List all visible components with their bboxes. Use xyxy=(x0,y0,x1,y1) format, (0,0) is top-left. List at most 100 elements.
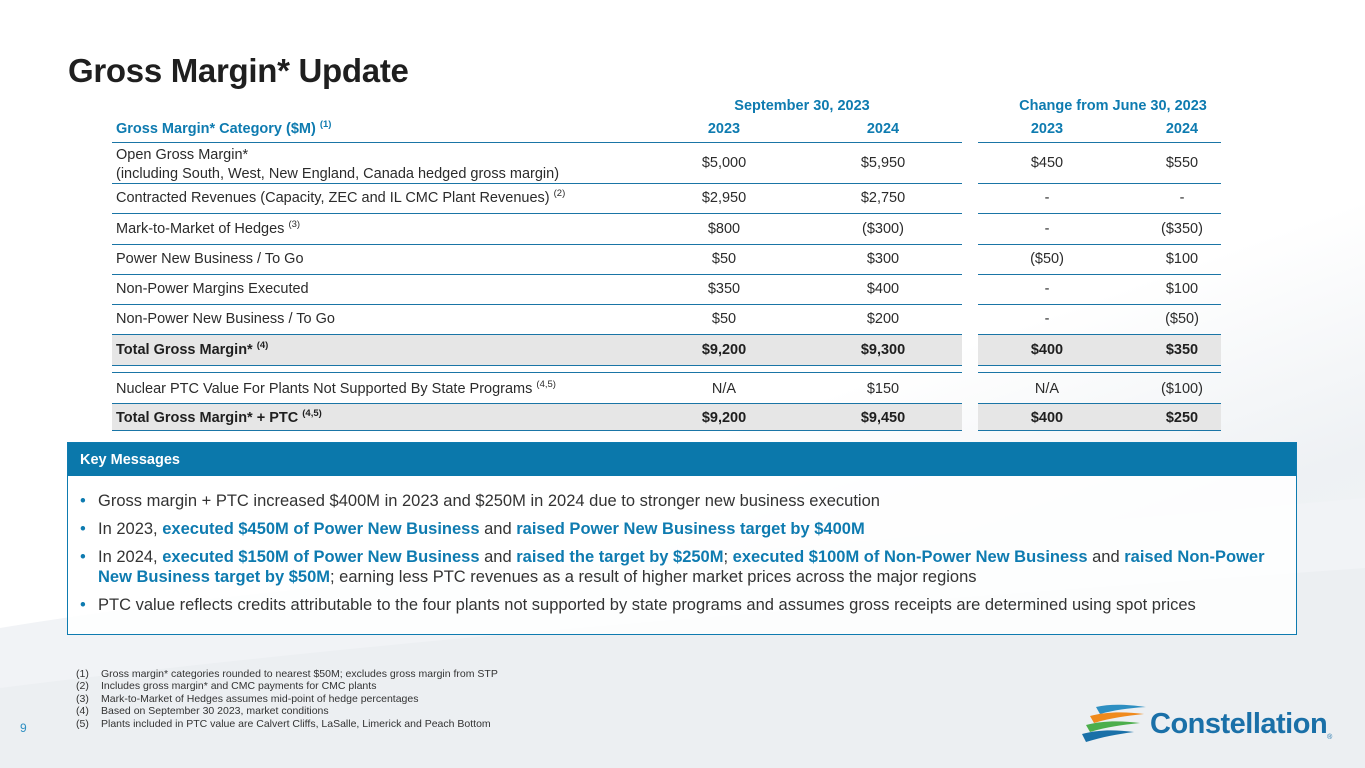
constellation-swoosh-icon xyxy=(1082,704,1146,742)
cell-value: $350 xyxy=(707,281,741,297)
row-rule xyxy=(978,372,1221,373)
group-header-change: Change from June 30, 2023 xyxy=(1019,98,1207,114)
row-label: Power New Business / To Go xyxy=(116,251,304,267)
row-label: Contracted Revenues (Capacity, ZEC and I… xyxy=(116,188,566,206)
bullet-icon: • xyxy=(80,596,86,614)
bullet-icon: • xyxy=(80,520,86,538)
row-rule xyxy=(978,244,1221,245)
cell-value: ($50) xyxy=(1165,311,1199,327)
row-rule xyxy=(978,430,1221,431)
cell-value: $250 xyxy=(1165,410,1199,426)
row-rule xyxy=(978,183,1221,184)
cell-value: $5,000 xyxy=(701,155,747,171)
cell-value: - xyxy=(1179,190,1185,206)
cell-value: $2,950 xyxy=(701,190,747,206)
category-header: Gross Margin* Category ($M) (1) xyxy=(116,119,332,137)
total-ptc-row-shade xyxy=(112,404,962,430)
cell-value: - xyxy=(1044,190,1050,206)
row-rule xyxy=(112,274,962,275)
row-rule xyxy=(112,304,962,305)
col-header-sep-2024: 2024 xyxy=(866,121,900,137)
cell-value: $800 xyxy=(707,221,741,237)
key-messages-header: Key Messages xyxy=(68,443,1296,476)
cell-value: $50 xyxy=(711,311,737,327)
row-rule xyxy=(978,304,1221,305)
total-ptc-row-shade xyxy=(978,404,1221,430)
cell-value: $350 xyxy=(1165,342,1199,358)
cell-value: - xyxy=(1044,221,1050,237)
col-header-sep-2023: 2023 xyxy=(707,121,741,137)
cell-value: N/A xyxy=(711,381,737,397)
footnote: (1) Gross margin* categories rounded to n… xyxy=(76,668,498,680)
row-rule xyxy=(978,365,1221,366)
cell-value: $200 xyxy=(866,311,900,327)
cell-value: ($300) xyxy=(862,221,904,237)
cell-value: N/A xyxy=(1034,381,1060,397)
logo-wordmark: Constellation® xyxy=(1150,708,1332,741)
footnote: (4) Based on September 30 2023, market co… xyxy=(76,705,329,718)
page-number: 9 xyxy=(20,721,27,735)
cell-value: $9,450 xyxy=(860,410,906,426)
row-rule xyxy=(112,430,962,431)
key-messages-box: Key Messages • Gross margin + PTC increa… xyxy=(67,442,1297,635)
row-rule xyxy=(112,372,962,373)
page-title: Gross Margin* Update xyxy=(68,52,409,89)
cell-value: $9,200 xyxy=(701,342,747,358)
cell-value: $100 xyxy=(1165,251,1199,267)
row-rule xyxy=(112,183,962,184)
cell-value: - xyxy=(1044,311,1050,327)
cell-value: $400 xyxy=(866,281,900,297)
row-label-sub: (including South, West, New England, Can… xyxy=(116,166,560,182)
row-label: Total Gross Margin* (4) xyxy=(116,340,269,358)
row-label: Open Gross Margin* xyxy=(116,147,249,163)
cell-value: $50 xyxy=(711,251,737,267)
row-label: Total Gross Margin* + PTC (4,5) xyxy=(116,408,322,426)
cell-value: $550 xyxy=(1165,155,1199,171)
total-row-shade xyxy=(112,335,962,365)
bullet-icon: • xyxy=(80,548,86,566)
cell-value: $400 xyxy=(1030,342,1064,358)
row-label: Mark-to-Market of Hedges (3) xyxy=(116,219,301,237)
gross-margin-table: September 30, 2023 Change from June 30, … xyxy=(112,98,1221,431)
cell-value: $450 xyxy=(1030,155,1064,171)
row-rule xyxy=(112,213,962,214)
header-rule-left xyxy=(112,142,962,143)
row-rule xyxy=(112,365,962,366)
row-label: Non-Power Margins Executed xyxy=(116,281,309,297)
cell-value: $100 xyxy=(1165,281,1199,297)
row-rule xyxy=(112,244,962,245)
footnote: (2) Includes gross margin* and CMC paymen… xyxy=(76,680,377,693)
key-message-item: • PTC value reflects credits attributabl… xyxy=(80,596,1196,614)
row-rule xyxy=(978,334,1221,335)
cell-value: ($100) xyxy=(1161,381,1203,397)
key-message-item: • Gross margin + PTC increased $400M in … xyxy=(80,492,880,510)
cell-value: ($50) xyxy=(1030,251,1064,267)
cell-value: $9,300 xyxy=(860,342,906,358)
cell-value: $5,950 xyxy=(860,155,906,171)
row-rule xyxy=(112,403,962,404)
col-header-chg-2023: 2023 xyxy=(1030,121,1064,137)
row-rule xyxy=(112,334,962,335)
cell-value: $9,200 xyxy=(701,410,747,426)
key-message-item: • In 2024, executed $150M of Power New B… xyxy=(80,548,1265,586)
row-rule xyxy=(978,274,1221,275)
key-messages-list: • Gross margin + PTC increased $400M in … xyxy=(78,491,1290,623)
constellation-logo: Constellation® xyxy=(1082,700,1332,750)
header-rule-right xyxy=(978,142,1221,143)
row-rule xyxy=(978,213,1221,214)
row-rule xyxy=(978,403,1221,404)
row-label: Nuclear PTC Value For Plants Not Support… xyxy=(116,379,556,397)
cell-value: $150 xyxy=(866,381,900,397)
key-message-item: • In 2023, executed $450M of Power New B… xyxy=(80,520,865,538)
cell-value: $400 xyxy=(1030,410,1064,426)
footnote: (5) Plants included in PTC value are Calv… xyxy=(76,717,491,730)
bullet-icon: • xyxy=(80,492,86,510)
col-header-chg-2024: 2024 xyxy=(1165,121,1199,137)
cell-value: - xyxy=(1044,281,1050,297)
footnote: (3) Mark-to-Market of Hedges assumes mid-… xyxy=(76,692,419,705)
cell-value: $300 xyxy=(866,251,900,267)
cell-value: $2,750 xyxy=(860,190,906,206)
group-header-september: September 30, 2023 xyxy=(734,98,870,114)
row-label: Non-Power New Business / To Go xyxy=(116,311,335,327)
footnotes: (1) Gross margin* categories rounded to n… xyxy=(76,668,498,730)
